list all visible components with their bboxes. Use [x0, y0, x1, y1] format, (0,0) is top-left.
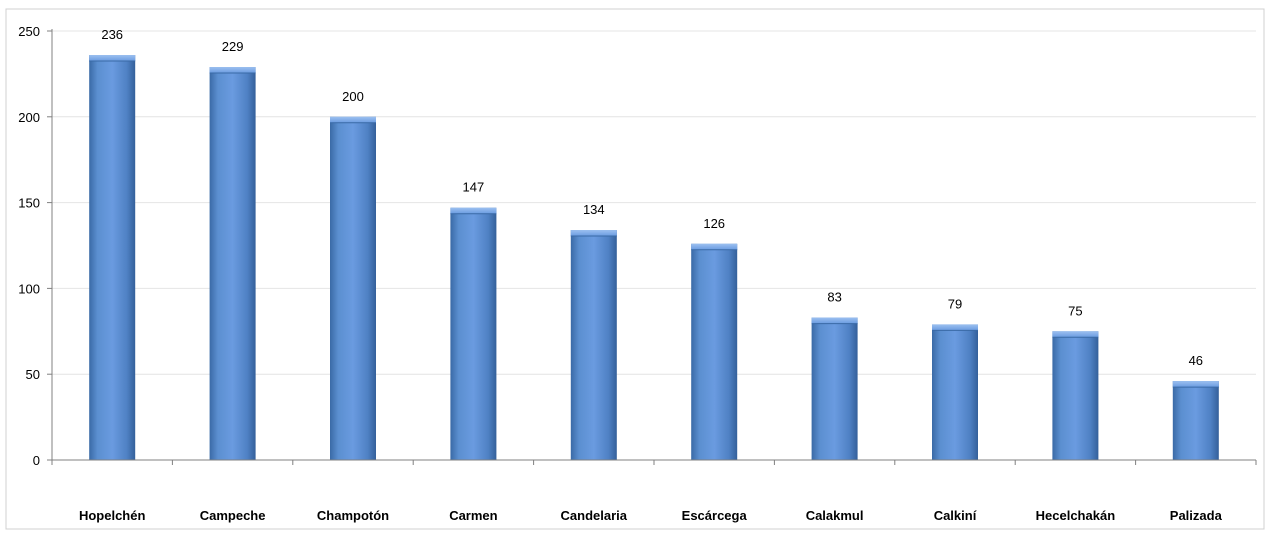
data-label: 46 — [1189, 353, 1203, 368]
y-tick-label: 0 — [33, 453, 40, 468]
bar — [209, 67, 256, 460]
bar-candelaria — [570, 230, 617, 460]
bar-champotón — [330, 116, 376, 461]
bar-cap — [570, 230, 617, 237]
bar — [330, 116, 376, 461]
data-label: 200 — [342, 89, 364, 104]
bar — [570, 230, 617, 460]
x-category-label: Campeche — [200, 508, 266, 523]
bar-cap — [811, 317, 858, 324]
bar-carmen — [450, 207, 497, 460]
bar-cap — [89, 55, 136, 62]
x-category-label: Escárcega — [682, 508, 748, 523]
y-tick-label: 200 — [18, 110, 40, 125]
data-label: 134 — [583, 202, 605, 217]
data-label: 236 — [101, 27, 123, 42]
bar-calkiní — [932, 324, 978, 460]
bar-palizada — [1172, 381, 1219, 460]
data-label: 147 — [463, 180, 485, 195]
x-category-label: Carmen — [449, 508, 497, 523]
bar-cap — [1052, 331, 1099, 338]
data-label: 79 — [948, 296, 962, 311]
data-label: 83 — [827, 290, 841, 305]
bar-cap — [450, 207, 497, 214]
y-tick-label: 150 — [18, 196, 40, 211]
x-category-label: Candelaria — [561, 508, 628, 523]
bar — [1172, 381, 1219, 460]
x-category-label: Hecelchakán — [1036, 508, 1116, 523]
x-category-label: Champotón — [317, 508, 389, 523]
bar-calakmul — [811, 317, 858, 460]
y-tick-label: 250 — [18, 24, 40, 39]
bar-cap — [330, 116, 376, 123]
x-category-label: Palizada — [1170, 508, 1223, 523]
y-tick-label: 100 — [18, 281, 40, 296]
data-label: 75 — [1068, 303, 1082, 318]
bar-cap — [209, 67, 256, 74]
y-tick-label: 50 — [26, 367, 40, 382]
bar-escárcega — [691, 243, 738, 460]
x-category-label: Calkiní — [934, 508, 977, 523]
bar-hecelchakán — [1052, 331, 1099, 460]
bar-cap — [1172, 381, 1219, 388]
bar — [450, 207, 497, 460]
x-category-label: Hopelchén — [79, 508, 146, 523]
bar — [811, 317, 858, 460]
bar — [691, 243, 738, 460]
bar — [932, 324, 978, 460]
bar — [89, 55, 136, 461]
bar-campeche — [209, 67, 256, 460]
x-category-label: Calakmul — [806, 508, 864, 523]
bar-cap — [932, 324, 978, 331]
bar-cap — [691, 243, 738, 250]
bar-hopelchén — [89, 55, 136, 461]
data-label: 229 — [222, 39, 244, 54]
bar — [1052, 331, 1099, 460]
data-label: 126 — [703, 216, 725, 231]
